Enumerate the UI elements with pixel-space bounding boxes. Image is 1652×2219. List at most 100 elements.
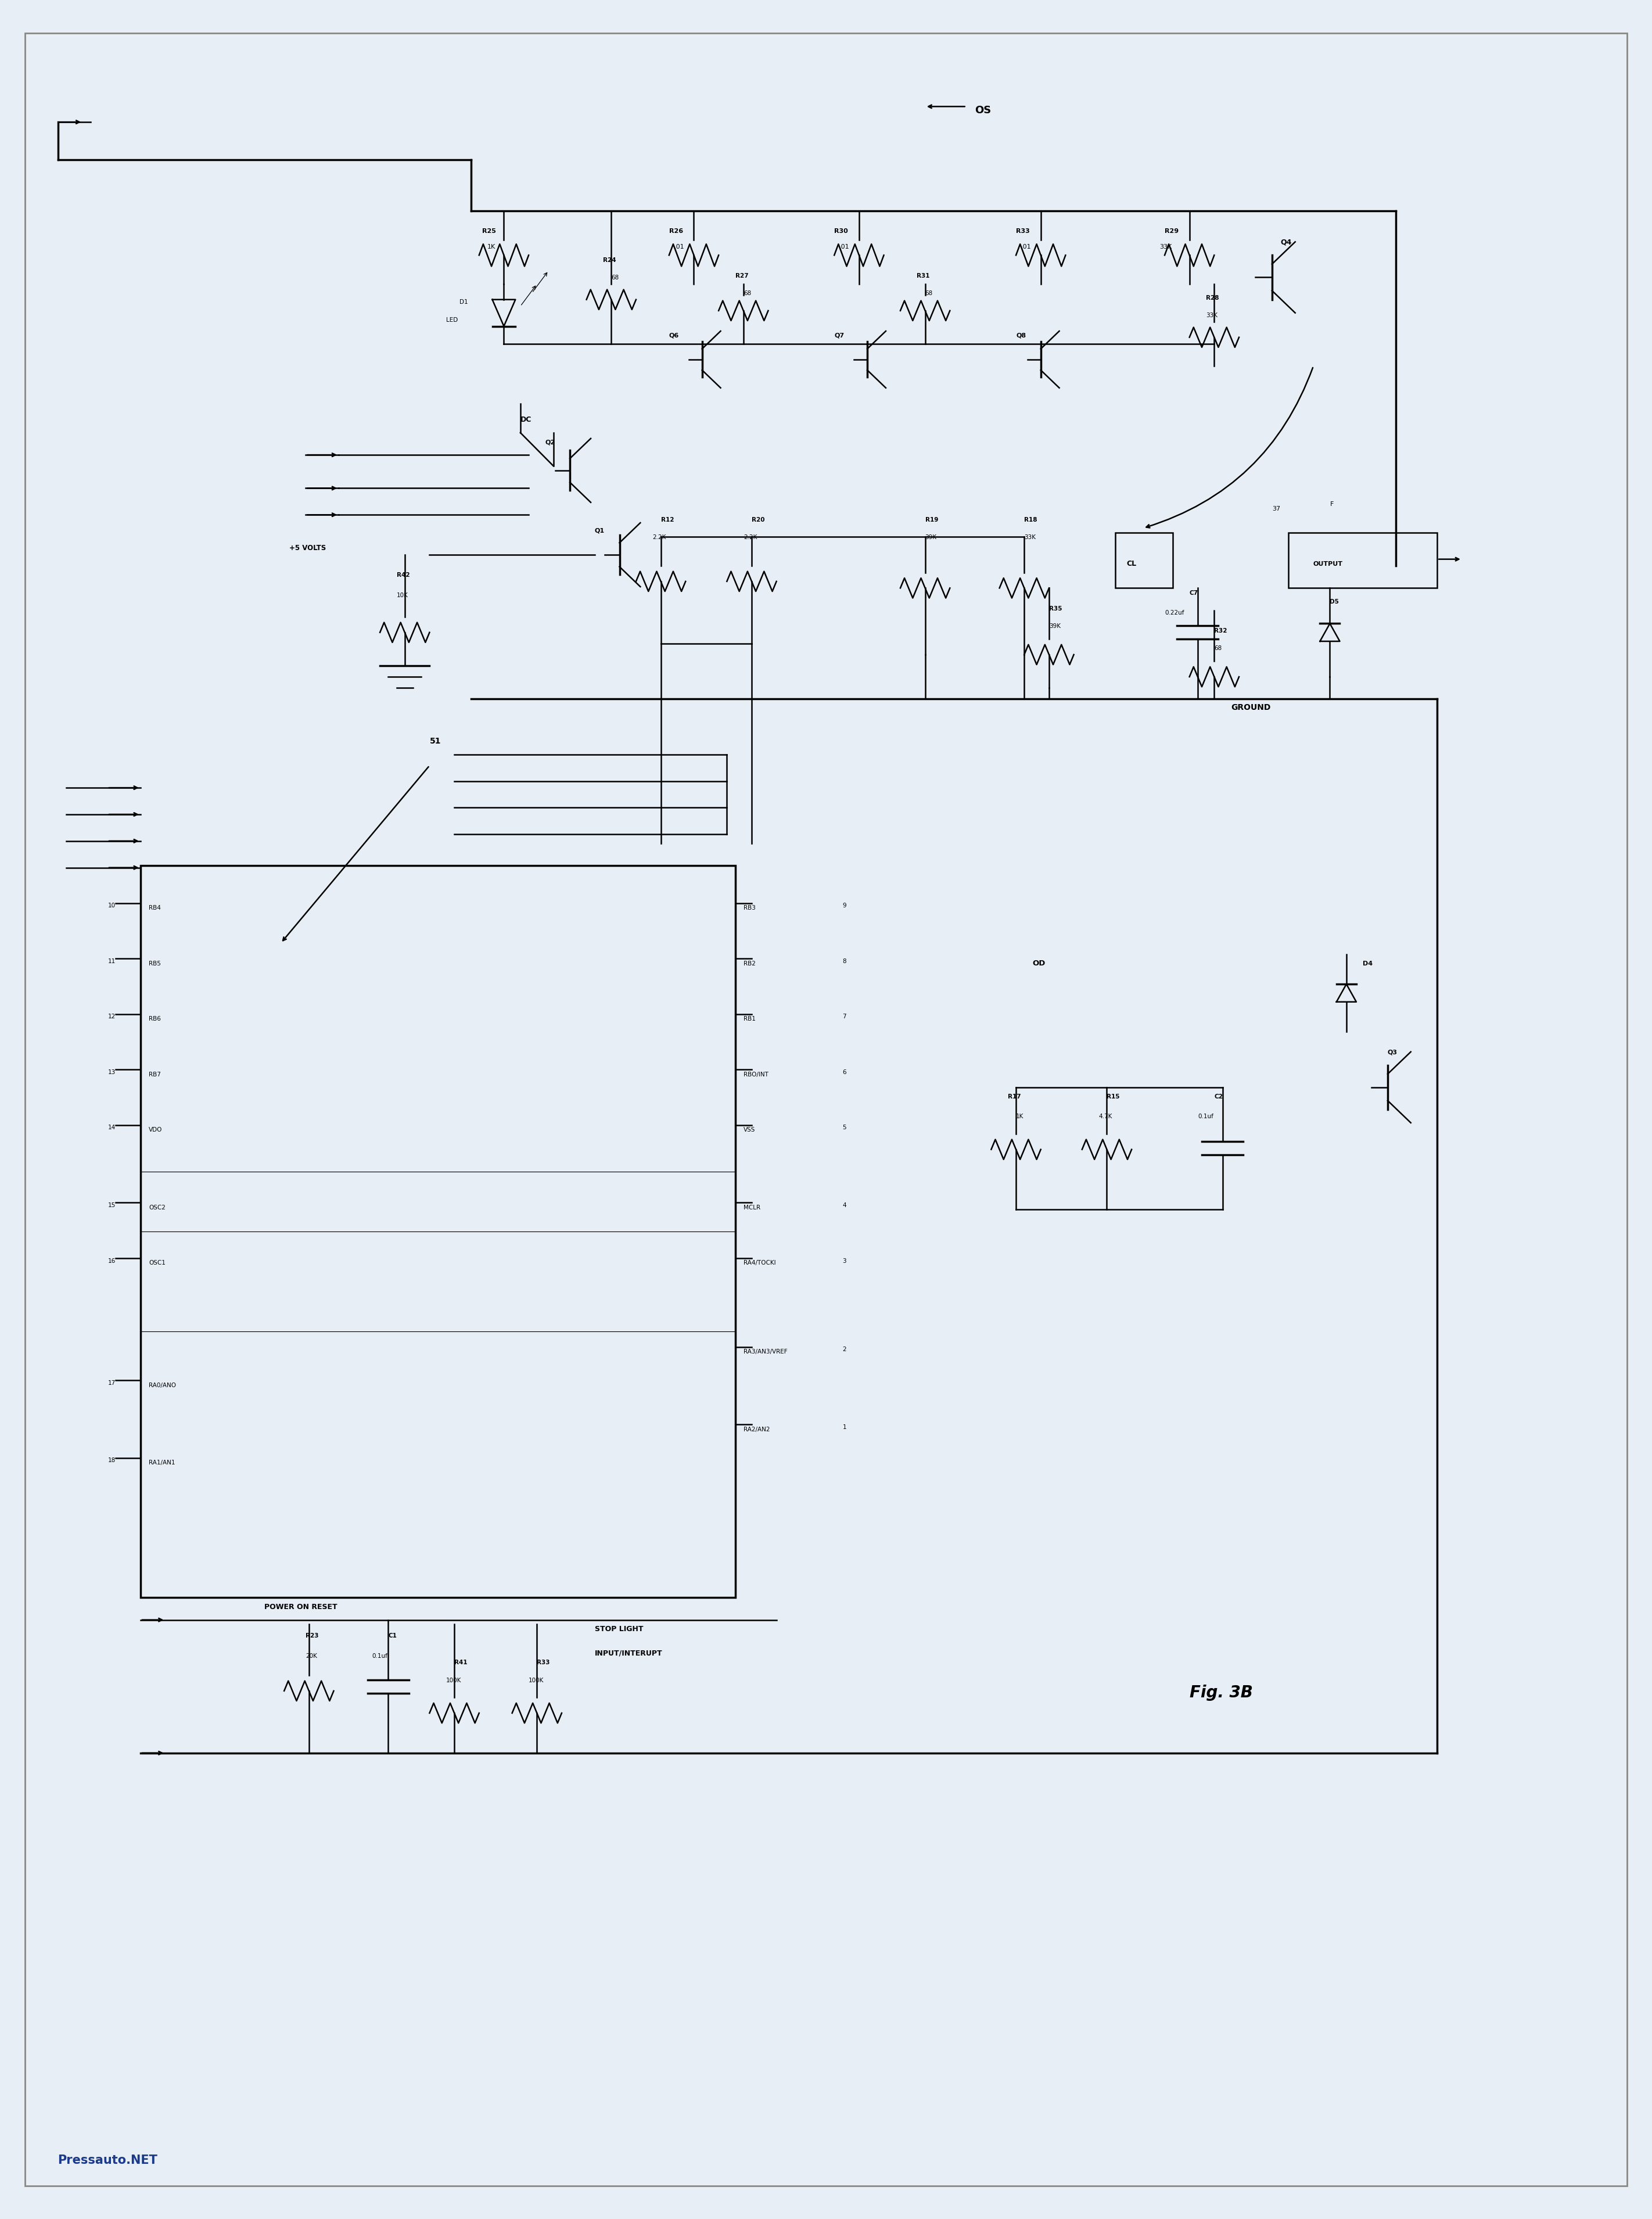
Text: POWER ON RESET: POWER ON RESET xyxy=(264,1602,337,1611)
Text: 9: 9 xyxy=(843,903,846,910)
Text: 6: 6 xyxy=(843,1070,846,1076)
Text: R26: R26 xyxy=(669,229,682,235)
Text: .01: .01 xyxy=(1021,244,1031,251)
Text: R42: R42 xyxy=(396,573,410,579)
Text: RB4: RB4 xyxy=(149,905,160,912)
Text: R41: R41 xyxy=(454,1660,468,1666)
Text: D1: D1 xyxy=(459,300,468,306)
Text: R23: R23 xyxy=(306,1633,319,1640)
Text: 2: 2 xyxy=(843,1347,846,1354)
Text: 4.7K: 4.7K xyxy=(1099,1114,1112,1121)
Text: 33K: 33K xyxy=(1206,313,1218,320)
Text: Q8: Q8 xyxy=(1016,333,1026,340)
Text: D5: D5 xyxy=(1330,599,1340,606)
Text: 18: 18 xyxy=(107,1458,116,1465)
Text: R30: R30 xyxy=(834,229,847,235)
Text: 1: 1 xyxy=(843,1425,846,1431)
Text: 7: 7 xyxy=(843,1014,846,1021)
Text: RA2/AN2: RA2/AN2 xyxy=(743,1427,770,1433)
Text: Q6: Q6 xyxy=(669,333,679,340)
Text: 4: 4 xyxy=(843,1203,846,1209)
Text: 20K: 20K xyxy=(306,1653,317,1660)
Text: R31: R31 xyxy=(917,273,930,280)
Text: 39K: 39K xyxy=(925,535,937,541)
Text: Q2: Q2 xyxy=(545,439,555,446)
Text: 100K: 100K xyxy=(529,1678,544,1684)
Text: 15: 15 xyxy=(107,1203,116,1209)
Text: 16: 16 xyxy=(107,1258,116,1265)
Text: 8: 8 xyxy=(843,959,846,965)
Text: 10K: 10K xyxy=(396,592,408,599)
Text: C1: C1 xyxy=(388,1633,396,1640)
Text: Fig. 3B: Fig. 3B xyxy=(1189,1684,1252,1702)
Text: 39K: 39K xyxy=(1049,624,1061,630)
Text: RB7: RB7 xyxy=(149,1072,160,1078)
Text: CL: CL xyxy=(1127,559,1137,568)
Text: 100K: 100K xyxy=(446,1678,461,1684)
Text: RA3/AN3/VREF: RA3/AN3/VREF xyxy=(743,1349,788,1356)
Text: R12: R12 xyxy=(661,517,674,524)
Text: 14: 14 xyxy=(107,1125,116,1132)
Text: RA0/ANO: RA0/ANO xyxy=(149,1382,177,1389)
Text: DC: DC xyxy=(520,415,532,424)
Text: 37: 37 xyxy=(1272,506,1280,513)
Text: D4: D4 xyxy=(1363,961,1373,967)
Text: R24: R24 xyxy=(603,257,616,264)
Text: VDO: VDO xyxy=(149,1127,162,1134)
Text: Q1: Q1 xyxy=(595,528,605,535)
Text: Q4: Q4 xyxy=(1280,237,1292,246)
Text: 2.2K: 2.2K xyxy=(653,535,666,541)
Text: RB5: RB5 xyxy=(149,961,160,967)
Text: 5: 5 xyxy=(843,1125,846,1132)
Text: 68: 68 xyxy=(925,291,933,297)
Text: INPUT/INTERUPT: INPUT/INTERUPT xyxy=(595,1649,662,1658)
Text: 2.2K: 2.2K xyxy=(743,535,757,541)
Text: OSC1: OSC1 xyxy=(149,1260,165,1267)
Text: 10: 10 xyxy=(107,903,116,910)
Text: 51: 51 xyxy=(430,737,441,746)
Text: 13: 13 xyxy=(107,1070,116,1076)
Text: 68: 68 xyxy=(743,291,752,297)
Text: Q3: Q3 xyxy=(1388,1050,1398,1056)
Text: 3: 3 xyxy=(843,1258,846,1265)
Text: 68: 68 xyxy=(1214,646,1222,652)
Text: R25: R25 xyxy=(482,229,496,235)
Text: Pressauto.NET: Pressauto.NET xyxy=(58,2155,157,2166)
Text: OSC2: OSC2 xyxy=(149,1205,165,1212)
Text: LED: LED xyxy=(446,317,458,324)
Text: GROUND: GROUND xyxy=(1231,703,1270,712)
Text: RA4/TOCKI: RA4/TOCKI xyxy=(743,1260,776,1267)
Text: +5 VOLTS: +5 VOLTS xyxy=(289,544,325,553)
Text: MCLR: MCLR xyxy=(743,1205,760,1212)
Text: F: F xyxy=(1330,501,1333,508)
Text: RBO/INT: RBO/INT xyxy=(743,1072,768,1078)
Text: 17: 17 xyxy=(107,1380,116,1387)
Text: R33: R33 xyxy=(537,1660,550,1666)
Text: RA1/AN1: RA1/AN1 xyxy=(149,1460,175,1467)
Text: R33: R33 xyxy=(1016,229,1029,235)
Text: R20: R20 xyxy=(752,517,765,524)
Text: R18: R18 xyxy=(1024,517,1037,524)
Text: RB1: RB1 xyxy=(743,1016,755,1023)
Text: R32: R32 xyxy=(1214,628,1227,635)
Text: R15: R15 xyxy=(1107,1094,1120,1101)
Text: Q7: Q7 xyxy=(834,333,844,340)
Text: .01: .01 xyxy=(839,244,849,251)
Text: RB6: RB6 xyxy=(149,1016,160,1023)
Text: 0.1uf: 0.1uf xyxy=(372,1653,387,1660)
Text: 0.1uf: 0.1uf xyxy=(1198,1114,1213,1121)
Text: R17: R17 xyxy=(1008,1094,1021,1101)
Text: VSS: VSS xyxy=(743,1127,755,1134)
Text: C2: C2 xyxy=(1214,1094,1222,1101)
Text: OD: OD xyxy=(1032,959,1046,967)
Text: R29: R29 xyxy=(1165,229,1178,235)
Text: 12: 12 xyxy=(107,1014,116,1021)
Text: R35: R35 xyxy=(1049,606,1062,612)
Text: C7: C7 xyxy=(1189,590,1198,597)
Text: 0.22uf: 0.22uf xyxy=(1165,610,1184,617)
Text: 11: 11 xyxy=(107,959,116,965)
Text: 33K: 33K xyxy=(1160,244,1171,251)
Text: RB3: RB3 xyxy=(743,905,755,912)
Text: OUTPUT: OUTPUT xyxy=(1313,561,1343,568)
Text: R27: R27 xyxy=(735,273,748,280)
